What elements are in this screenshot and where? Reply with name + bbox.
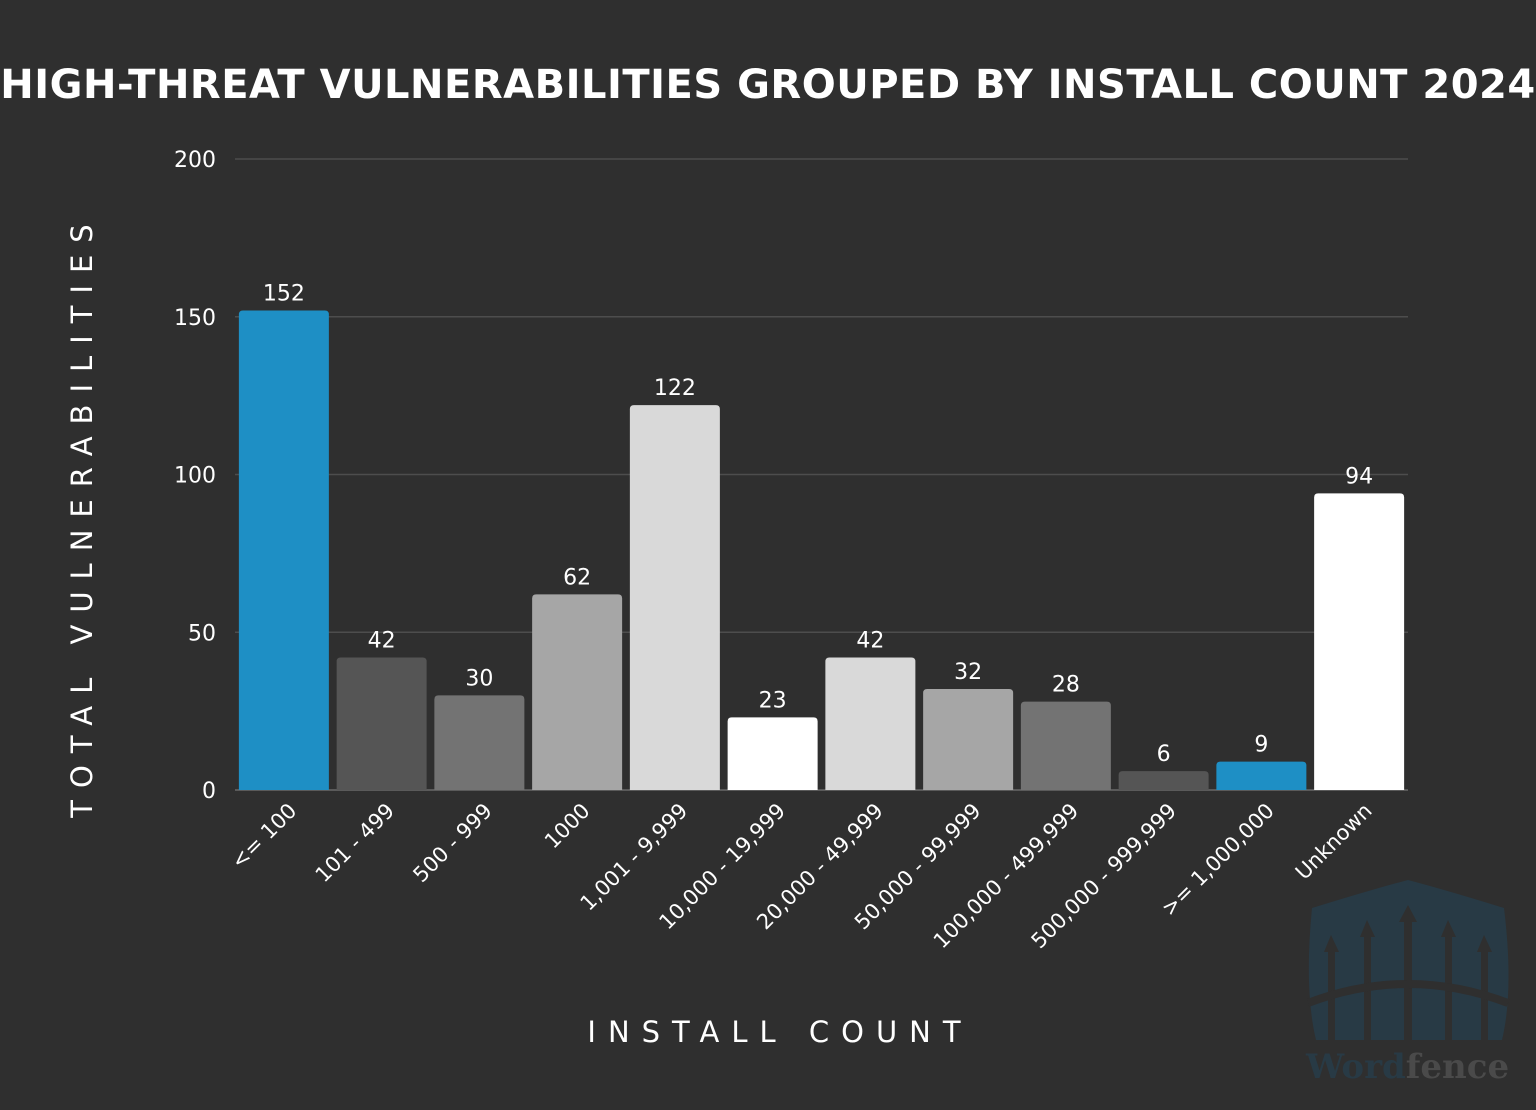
x-tick-label: Unknown	[1291, 799, 1377, 885]
bar	[727, 717, 818, 790]
data-label: 122	[654, 376, 696, 401]
y-tick-label: 0	[202, 779, 216, 804]
data-label: 152	[263, 281, 305, 306]
bar	[532, 594, 623, 790]
bar	[923, 689, 1014, 790]
y-tick-label: 200	[174, 148, 216, 173]
chart-title: HIGH-THREAT VULNERABILITIES GROUPED BY I…	[0, 62, 1536, 108]
bar	[1216, 761, 1307, 790]
data-label: 94	[1345, 464, 1373, 489]
data-label: 42	[368, 628, 396, 653]
data-label: 23	[759, 688, 787, 713]
bar	[629, 405, 720, 790]
bar	[1314, 493, 1405, 790]
data-label: 9	[1254, 733, 1268, 758]
x-tick-label: 500 - 999	[408, 799, 496, 887]
data-label: 28	[1052, 673, 1080, 698]
x-tick-label: 1000	[540, 799, 595, 854]
y-tick-label: 150	[174, 306, 216, 331]
x-tick-label: 101 - 499	[311, 799, 399, 887]
data-label: 32	[954, 660, 982, 685]
bar	[825, 657, 916, 790]
x-tick-label: <= 100	[226, 799, 301, 874]
svg-text:Wordfence: Wordfence	[1305, 1047, 1509, 1087]
x-axis-label: INSTALL COUNT	[587, 1015, 973, 1049]
y-tick-label: 100	[174, 464, 216, 489]
bar	[1020, 701, 1111, 790]
bar	[336, 657, 427, 790]
data-label: 42	[856, 628, 884, 653]
wordfence-logo: Wordfence	[1305, 880, 1510, 1087]
bar	[238, 310, 329, 790]
bar	[1118, 771, 1209, 790]
y-tick-label: 50	[188, 621, 216, 646]
data-label: 62	[563, 565, 591, 590]
data-label: 30	[465, 666, 493, 691]
bar	[434, 695, 525, 790]
data-label: 6	[1157, 742, 1171, 767]
